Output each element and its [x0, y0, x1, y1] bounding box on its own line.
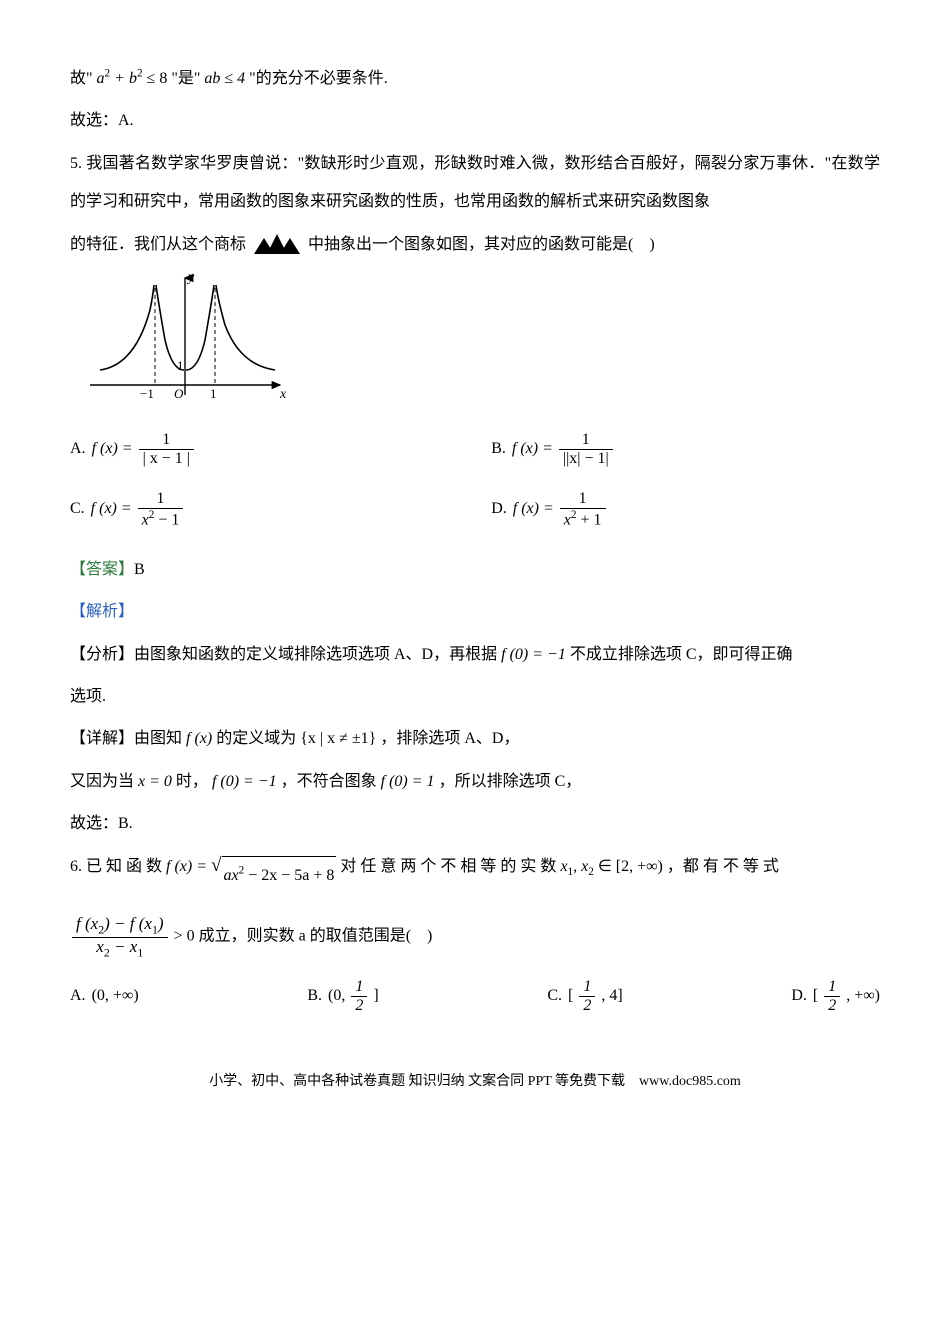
graph-label-y: y	[186, 270, 195, 285]
q5-detail-2: 又因为当 x = 0 时， f (0) = −1 ，不符合图象 f (0) = …	[70, 763, 880, 801]
graph-label-x: x	[279, 387, 287, 402]
q5-opt-a: A. f (x) = 1 | x − 1 |	[70, 430, 459, 468]
q6-opt-a: A. (0, +∞)	[70, 977, 139, 1015]
choice-line: 故选：A.	[70, 102, 880, 140]
logo-icon	[250, 232, 304, 258]
q5-opt-b: B. f (x) = 1 ||x| − 1|	[491, 430, 880, 468]
q6-ineq: f (x2) − f (x1) x2 − x1 > 0 成立，则实数 a 的取值…	[70, 915, 880, 959]
math-ab4: ab ≤ 4	[204, 70, 245, 87]
cond-line: 故" a2 + b2 ≤ 8 "是" ab ≤ 4 "的充分不必要条件.	[70, 60, 880, 98]
text: "的充分不必要条件.	[249, 70, 388, 87]
q6-stem: 6. 已 知 函 数 f (x) = √ ax2 − 2x − 5a + 8 对…	[70, 848, 880, 895]
math-a2b2: a2 + b2 ≤ 8	[97, 70, 172, 87]
graph-label-o: O	[174, 386, 184, 401]
text: 故"	[70, 70, 93, 87]
page-footer: 小学、初中、高中各种试卷真题 知识归纳 文案合同 PPT 等免费下载 www.d…	[70, 1065, 880, 1099]
q5-detail-1: 【详解】由图知 f (x) 的定义域为 {x | x ≠ ±1} ，排除选项 A…	[70, 720, 880, 758]
q5-stem-1: 5. 我国著名数学家华罗庚曾说："数缺形时少直观，形缺数时难入微，数形结合百般好…	[70, 145, 880, 222]
q5-analysis-tag: 【解析】	[70, 593, 880, 631]
q5-graph: 1 y x O −1 1	[80, 270, 880, 410]
graph-label-p1: 1	[210, 386, 217, 401]
q5-options: A. f (x) = 1 | x − 1 | B. f (x) = 1 ||x|…	[70, 430, 880, 551]
q6-options: A. (0, +∞) B. (0, 12 ] C. [ 12 , 4] D. […	[70, 977, 880, 1015]
q5-analysis-1: 【分析】由图象知函数的定义域排除选项选项 A、D，再根据 f (0) = −1 …	[70, 636, 880, 674]
q5-answer: 【答案】B	[70, 551, 880, 589]
q6-opt-b: B. (0, 12 ]	[307, 977, 378, 1015]
graph-label-n1: −1	[140, 386, 154, 401]
q5-stem-2: 的特征．我们从这个商标 中抽象出一个图象如图，其对应的函数可能是( )	[70, 226, 880, 264]
q5-analysis-2: 选项.	[70, 678, 880, 716]
q5-opt-c: C. f (x) = 1 x2 − 1	[70, 490, 459, 529]
text: "是"	[171, 70, 200, 87]
q6-opt-d: D. [ 12 , +∞)	[791, 977, 880, 1015]
q5-opt-d: D. f (x) = 1 x2 + 1	[491, 490, 880, 529]
graph-label-1y: 1	[177, 358, 184, 373]
q5-detail-3: 故选：B.	[70, 805, 880, 843]
q6-opt-c: C. [ 12 , 4]	[547, 977, 622, 1015]
